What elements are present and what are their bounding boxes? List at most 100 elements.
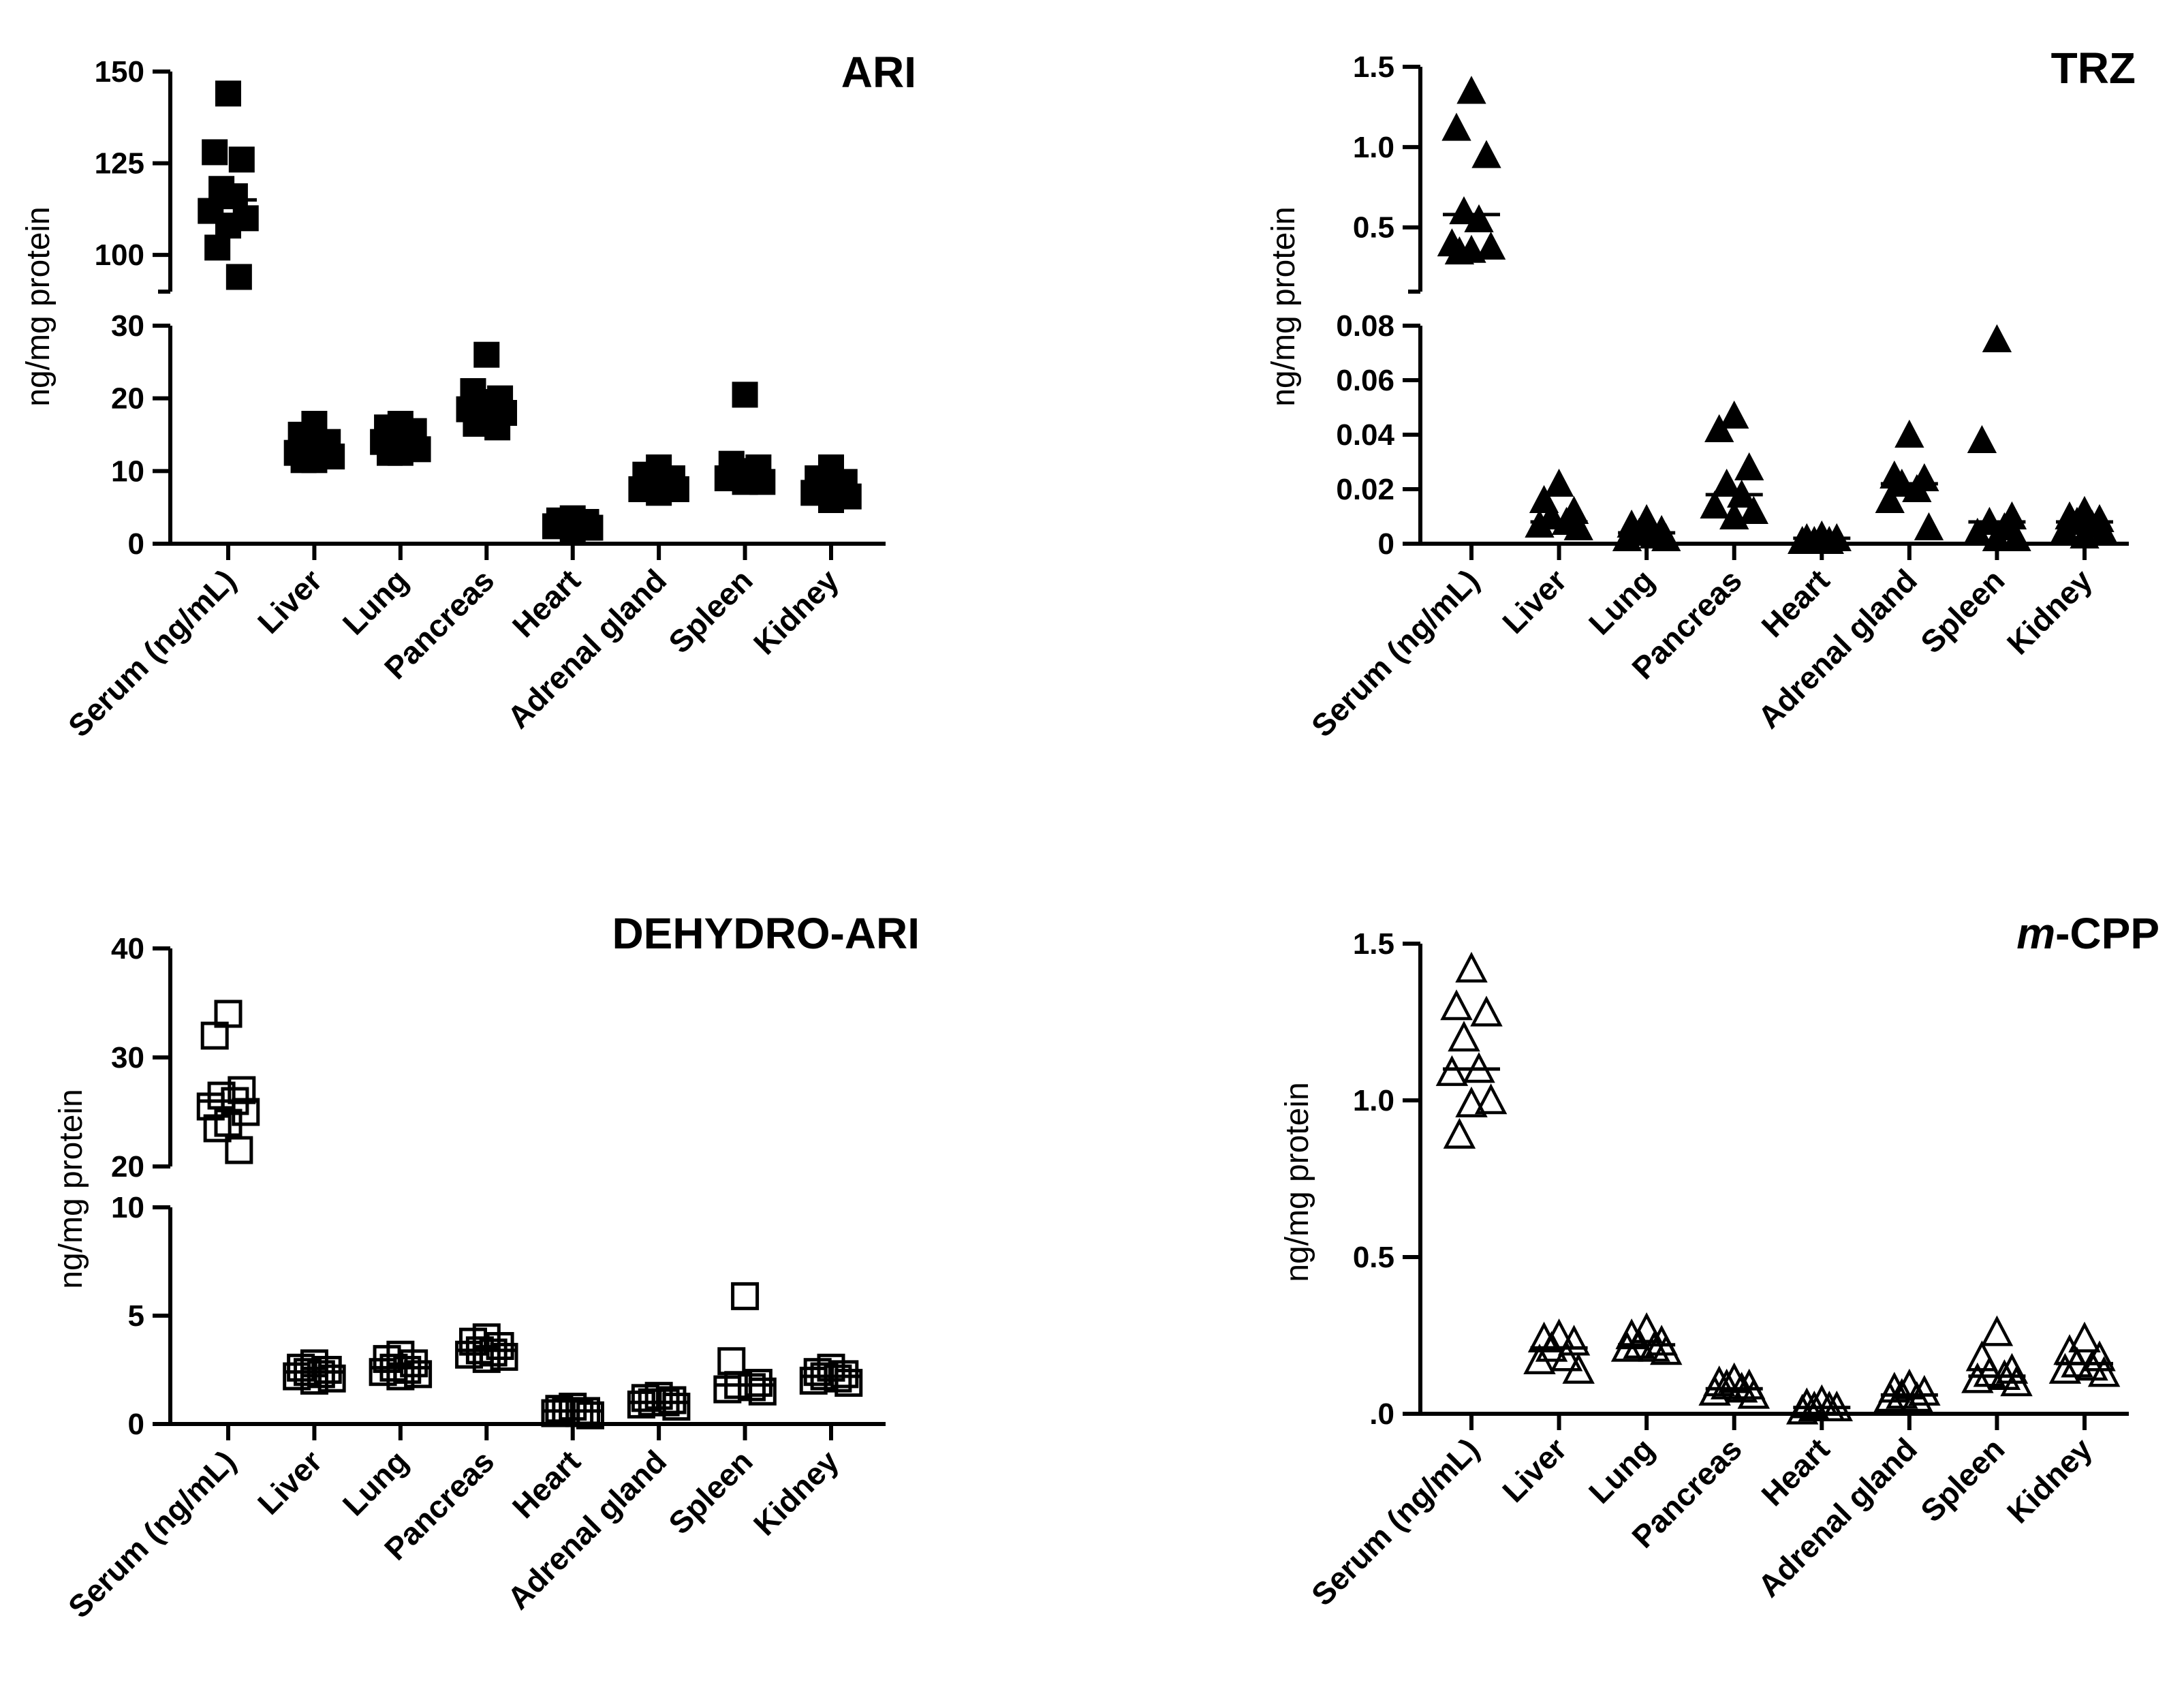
y-axis-title: ng/mg protein xyxy=(53,1089,89,1289)
series-1 xyxy=(196,1000,260,1164)
y-tick-label: 1.0 xyxy=(1353,131,1394,164)
data-point xyxy=(1875,484,1905,513)
data-point xyxy=(300,1366,328,1395)
x-category-label: Liver xyxy=(251,1443,329,1521)
data-point xyxy=(1562,1352,1595,1384)
data-point xyxy=(204,234,231,261)
series-2 xyxy=(283,1349,346,1395)
series-3 xyxy=(1610,1312,1683,1365)
x-category-label: Serum (ng/mL) xyxy=(1305,562,1486,743)
data-point xyxy=(559,516,586,542)
series-2 xyxy=(283,411,345,474)
data-point xyxy=(225,264,252,290)
series-7 xyxy=(713,1282,777,1406)
x-category-label: Adrenal gland xyxy=(1751,562,1924,735)
x-category-label: Liver xyxy=(1495,562,1574,640)
data-point xyxy=(455,1340,484,1369)
data-point xyxy=(228,146,255,173)
chart-title: DEHYDRO-ARI xyxy=(612,909,920,958)
data-point xyxy=(1965,1340,1999,1372)
y-tick-label: 0.04 xyxy=(1336,418,1394,452)
data-point xyxy=(2050,514,2080,543)
data-point xyxy=(215,80,241,107)
series-4 xyxy=(456,341,518,441)
x-category-label: Adrenal gland xyxy=(1751,1431,1924,1604)
series-7 xyxy=(714,382,776,495)
data-point xyxy=(1698,1374,1731,1406)
series-1 xyxy=(1437,76,1506,265)
data-point xyxy=(545,1395,574,1423)
series-3 xyxy=(369,1340,433,1391)
data-point xyxy=(283,1362,311,1391)
data-point xyxy=(830,1360,859,1389)
x-category-label: Kidney xyxy=(747,1443,846,1543)
x-category-label: Spleen xyxy=(661,562,759,660)
series-8 xyxy=(799,1353,863,1397)
y-axis-title: ng/mg protein xyxy=(20,206,57,407)
data-point xyxy=(1995,1352,2029,1384)
y-tick-label: 40 xyxy=(111,932,144,965)
data-point xyxy=(1523,1343,1556,1375)
y-tick-label: 0.02 xyxy=(1336,473,1394,506)
data-point xyxy=(196,1092,225,1121)
x-category-label: Heart xyxy=(1754,562,1836,644)
y-tick-label: 20 xyxy=(111,382,144,416)
data-point xyxy=(463,411,489,437)
data-point xyxy=(1455,951,1488,983)
data-point xyxy=(1448,1021,1480,1052)
x-category-label: Adrenal gland xyxy=(501,1443,674,1616)
series-7 xyxy=(1961,1315,2033,1397)
x-category-label: Kidney xyxy=(2000,562,2100,662)
data-point xyxy=(541,1399,570,1427)
series-5 xyxy=(542,505,604,542)
y-tick-label: 1.5 xyxy=(1353,50,1394,84)
series-6 xyxy=(1873,1368,1941,1412)
data-point xyxy=(1471,140,1501,168)
data-point xyxy=(473,341,500,368)
data-point xyxy=(1455,1086,1488,1117)
data-point xyxy=(748,1377,777,1406)
data-point xyxy=(1544,468,1574,497)
data-point xyxy=(1805,1384,1839,1415)
data-point xyxy=(1440,989,1473,1021)
data-point xyxy=(369,1358,397,1387)
x-category-label: Lung xyxy=(336,1443,415,1522)
y-axis-title: ng/mg protein xyxy=(1279,1082,1315,1282)
x-category-label: Spleen xyxy=(1914,562,2011,660)
data-point xyxy=(1456,76,1486,104)
x-category-label: Serum (ng/mL) xyxy=(1305,1431,1486,1612)
data-point xyxy=(1873,1381,1906,1412)
chart-panel-3: DEHYDRO-ARI ng/mg protein 0 5 10 20 30 40 Serum … xyxy=(53,909,920,1625)
data-point xyxy=(834,1369,863,1397)
data-point xyxy=(404,1360,433,1389)
data-point xyxy=(221,183,248,210)
y-tick-label: 0.5 xyxy=(1353,211,1394,245)
y-tick-label: 30 xyxy=(111,309,144,343)
data-point xyxy=(1610,1331,1644,1362)
x-category-label: Heart xyxy=(505,1443,587,1525)
y-tick-label: 150 xyxy=(95,55,144,89)
series-4 xyxy=(1698,1362,1770,1409)
data-point xyxy=(1982,324,2012,352)
y-tick-label: 0 xyxy=(1378,527,1394,561)
data-point xyxy=(744,1369,773,1397)
data-point xyxy=(627,1390,655,1419)
data-point xyxy=(200,1021,229,1050)
data-point xyxy=(1444,236,1475,265)
data-point xyxy=(377,439,403,466)
data-point xyxy=(1894,419,1924,448)
chart-panel-1: ARI ng/mg protein 0 10 20 30 100 125 150 Serum (n… xyxy=(20,48,916,744)
y-tick-label: 0.5 xyxy=(1353,1241,1394,1274)
data-point xyxy=(1651,523,1681,551)
series-5 xyxy=(1785,1384,1854,1425)
data-point xyxy=(290,447,317,474)
data-point xyxy=(484,414,511,441)
series-4 xyxy=(1700,400,1768,529)
series-6 xyxy=(1875,419,1944,540)
data-point xyxy=(1470,995,1503,1027)
data-point xyxy=(1704,414,1734,442)
y-tick-label: .0 xyxy=(1369,1397,1394,1431)
data-point xyxy=(631,1384,659,1412)
data-point xyxy=(1980,1315,2014,1346)
x-category-label: Serum (ng/mL) xyxy=(61,562,243,743)
